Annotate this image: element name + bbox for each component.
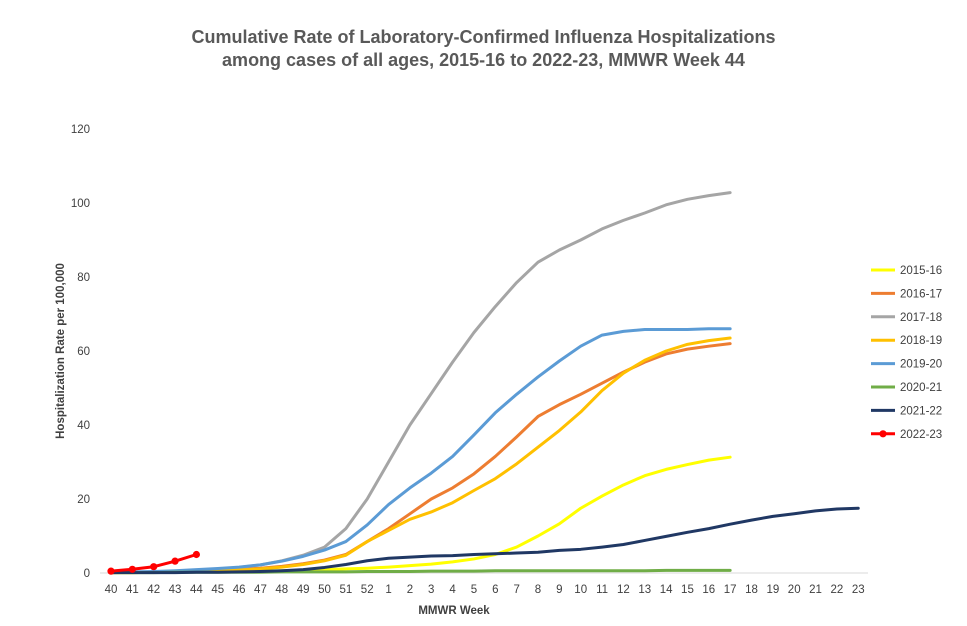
data-point [107,567,115,575]
chart-title-line-1: Cumulative Rate of Laboratory-Confirmed … [191,27,775,47]
x-tick-label: 41 [126,584,139,596]
series-2021-22 [109,506,860,575]
legend-label: 2017-18 [900,312,942,324]
x-tick-label: 1 [385,584,391,596]
legend-label: 2020-21 [900,382,942,394]
y-tick-label: 0 [84,568,90,580]
x-tick-label: 23 [852,584,865,596]
legend-item: 2019-20 [871,359,942,371]
x-tick-label: 16 [702,584,715,596]
legend-label: 2015-16 [900,265,942,277]
x-tick-label: 15 [681,584,694,596]
x-tick-label: 40 [105,584,118,596]
y-axis-title: Hospitalization Rate per 100,000 [55,263,67,439]
legend-label: 2022-23 [900,429,942,441]
data-point [192,550,200,559]
x-tick-label: 50 [318,584,331,596]
legend-item: 2022-23 [871,429,942,441]
x-axis: 40 41 42 43 44 45 46 47 48 49 50 51 52 1 2 3 4 5 6 7 8 9 10 11 1… [105,584,865,596]
legend-item: 2020-21 [871,382,942,394]
x-tick-label: 18 [745,584,758,596]
series-line [109,506,860,575]
series-2022-23 [107,550,200,575]
legend-label: 2021-22 [900,405,942,417]
x-tick-label: 4 [449,584,456,596]
x-tick-label: 22 [831,584,844,596]
legend-item: 2015-16 [871,265,942,277]
y-tick-label: 40 [77,420,90,432]
x-tick-label: 5 [471,584,477,596]
x-tick-label: 52 [361,584,374,596]
x-tick-label: 14 [660,584,673,596]
x-tick-label: 44 [190,584,203,596]
x-tick-label: 11 [596,584,608,596]
legend-marker [879,430,887,438]
legend-label: 2019-20 [900,359,942,371]
x-tick-label: 7 [513,584,519,596]
x-tick-label: 9 [556,584,562,596]
x-tick-label: 43 [169,584,182,596]
series-2019-20 [109,327,732,574]
x-tick-label: 12 [617,584,630,596]
legend-item: 2021-22 [871,405,942,417]
data-point [128,565,136,573]
x-tick-label: 48 [275,584,288,596]
x-tick-label: 13 [638,584,651,596]
x-tick-label: 2 [407,584,413,596]
x-tick-label: 49 [297,584,310,596]
y-axis: 0 20 40 60 80 100 120 [71,124,90,580]
y-tick-label: 20 [77,494,90,506]
x-tick-label: 8 [535,584,541,596]
legend-item: 2018-19 [871,335,942,347]
x-tick-label: 45 [211,584,224,596]
y-tick-label: 100 [71,198,90,210]
y-tick-label: 80 [77,272,90,284]
chart-title-line-2: among cases of all ages, 2015-16 to 2022… [222,50,745,70]
legend-item: 2017-18 [871,312,942,324]
x-tick-label: 20 [788,584,801,596]
x-axis-title: MMWR Week [418,605,490,617]
legend-item: 2016-17 [871,288,942,300]
x-tick-label: 51 [339,584,352,596]
data-point [150,563,158,571]
data-point [171,557,179,565]
x-tick-label: 6 [492,584,498,596]
x-tick-label: 42 [147,584,160,596]
x-tick-label: 19 [766,584,779,596]
legend: 2015-16 2016-17 2017-18 2018-19 2019-20 2020-… [871,265,942,441]
x-tick-label: 17 [724,584,737,596]
legend-label: 2018-19 [900,335,942,347]
series-line [109,327,732,574]
x-tick-label: 46 [233,584,246,596]
x-tick-label: 47 [254,584,267,596]
series-layer [107,191,860,575]
y-tick-label: 120 [71,124,90,136]
y-tick-label: 60 [77,346,90,358]
legend-label: 2016-17 [900,288,942,300]
x-tick-label: 10 [574,584,587,596]
x-tick-label: 3 [428,584,434,596]
x-tick-label: 21 [809,584,822,596]
